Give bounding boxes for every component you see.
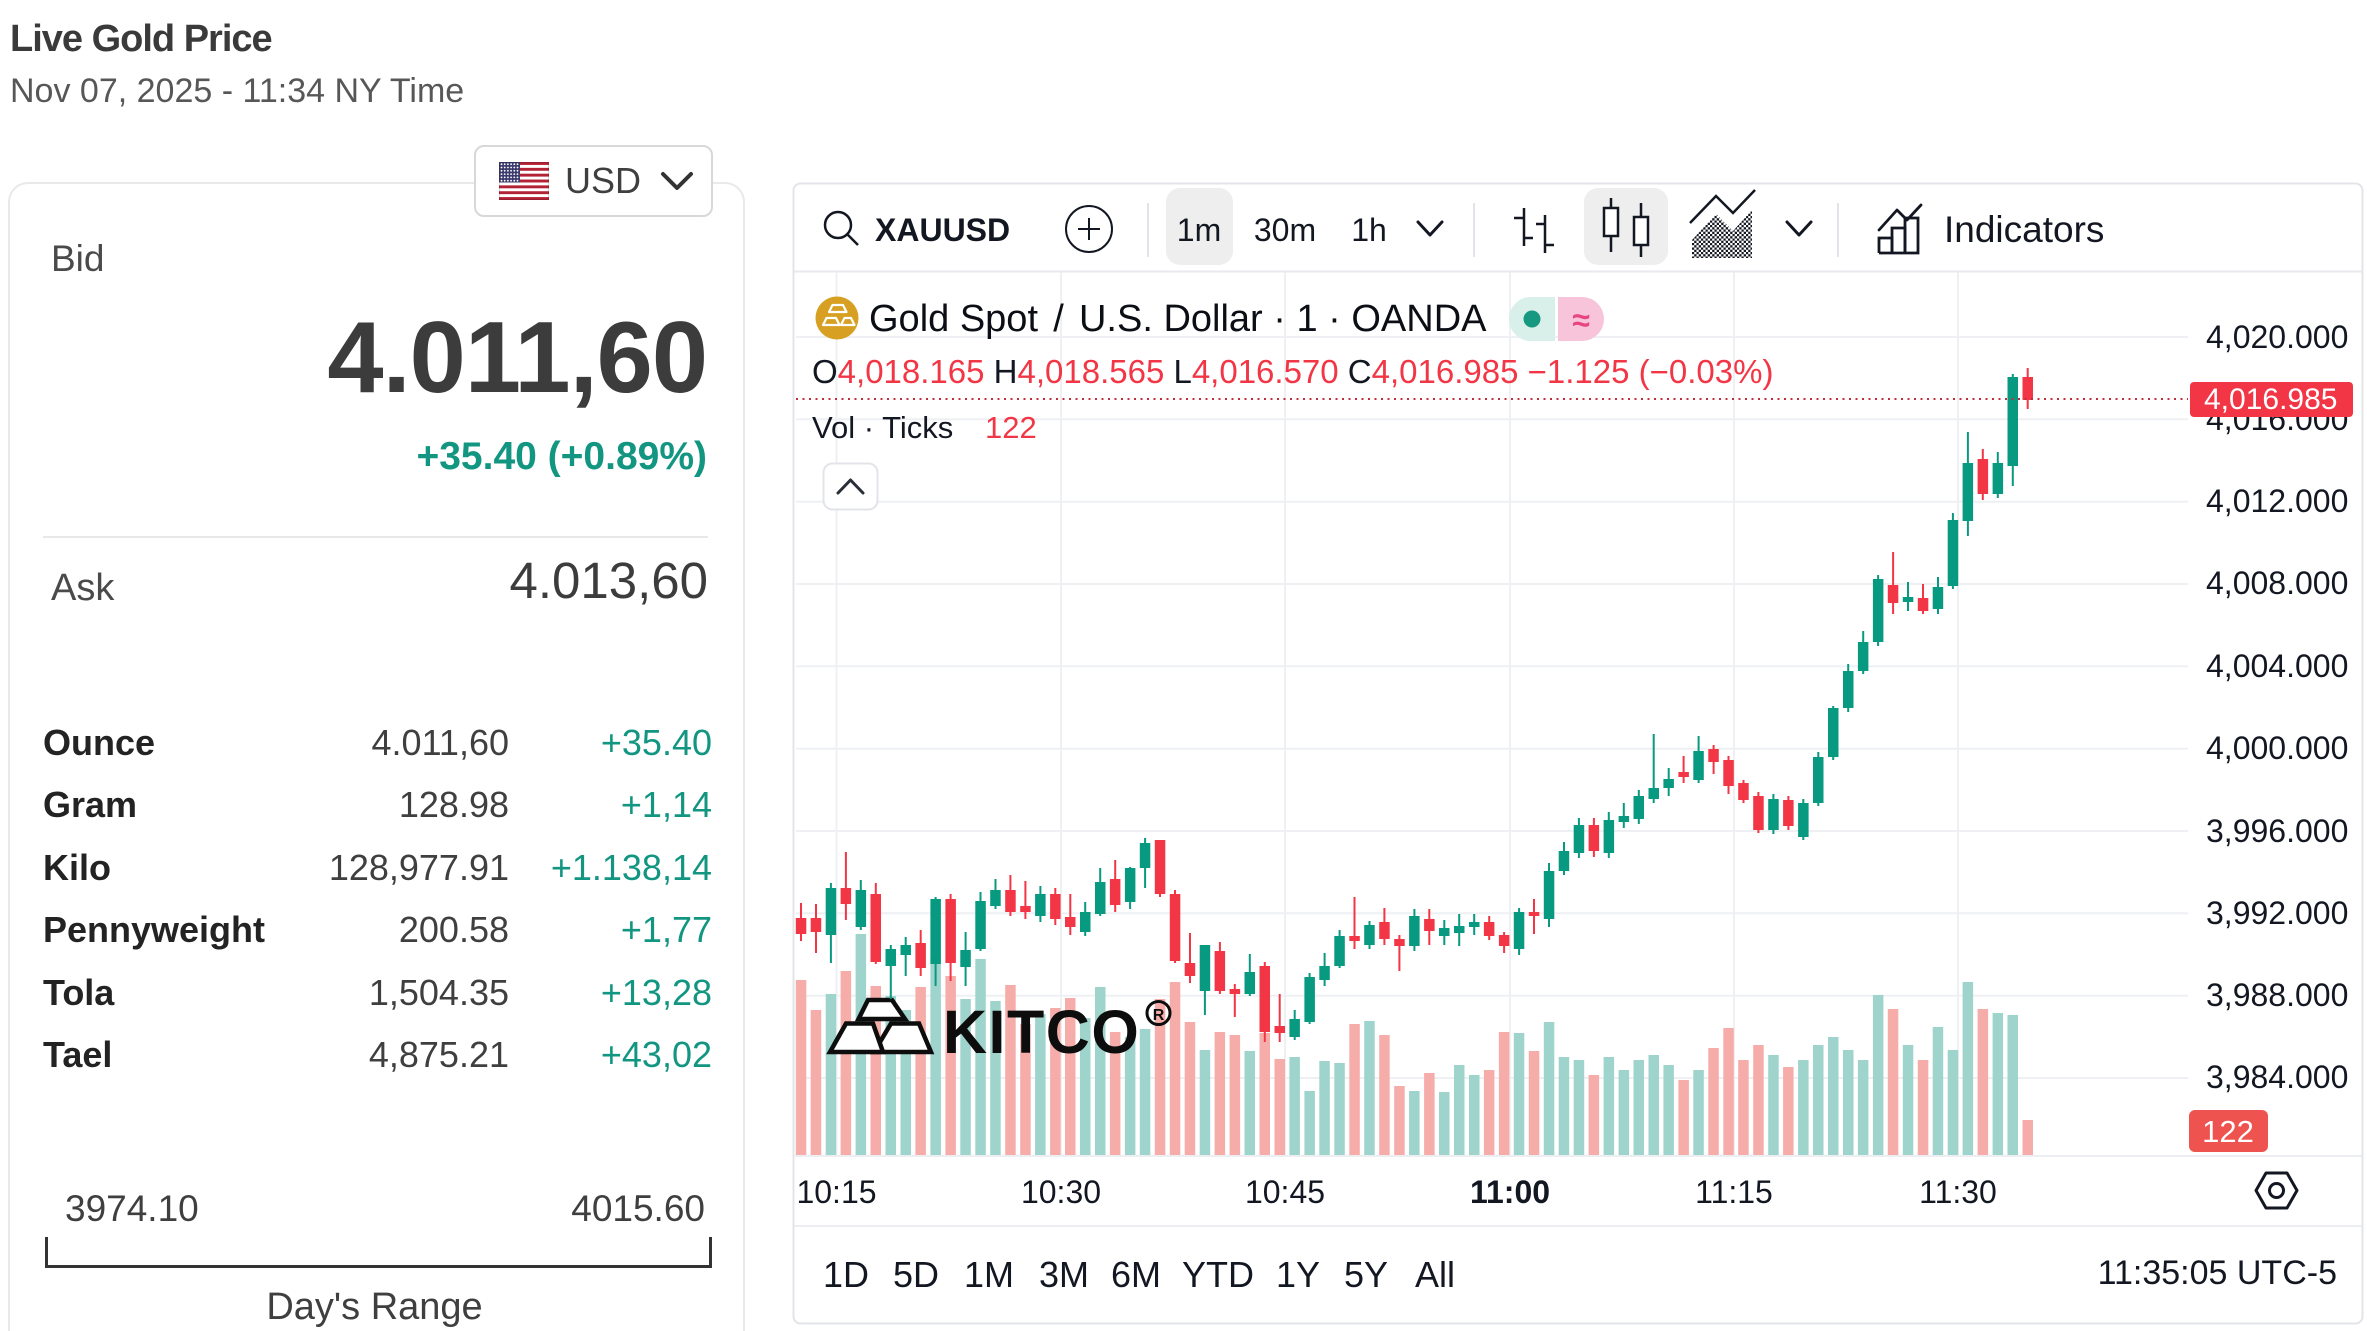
- svg-text:Vol · Ticks: Vol · Ticks: [812, 410, 953, 445]
- svg-text:1m: 1m: [1177, 212, 1221, 248]
- svg-text:4,016.985: 4,016.985: [2204, 383, 2337, 416]
- svg-text:3,996.000: 3,996.000: [2206, 813, 2348, 849]
- svg-text:11:35:05 UTC-5: 11:35:05 UTC-5: [2098, 1254, 2337, 1292]
- svg-text:11:00: 11:00: [1470, 1174, 1550, 1210]
- svg-text:3,984.000: 3,984.000: [2206, 1059, 2348, 1095]
- svg-text:3,988.000: 3,988.000: [2206, 977, 2348, 1013]
- svg-text:11:15: 11:15: [1695, 1174, 1773, 1210]
- svg-text:10:30: 10:30: [1021, 1174, 1101, 1210]
- svg-text:4,012.000: 4,012.000: [2206, 483, 2348, 519]
- svg-text:R: R: [1153, 1007, 1165, 1024]
- svg-text:3M: 3M: [1039, 1254, 1089, 1295]
- svg-text:1Y: 1Y: [1276, 1254, 1320, 1295]
- svg-text:≈: ≈: [1572, 302, 1590, 338]
- svg-text:1M: 1M: [964, 1254, 1014, 1295]
- svg-text:122: 122: [985, 410, 1037, 445]
- svg-text:5D: 5D: [893, 1254, 939, 1295]
- svg-text:4,020.000: 4,020.000: [2206, 319, 2348, 355]
- svg-text:5Y: 5Y: [1344, 1254, 1388, 1295]
- svg-text:11:30: 11:30: [1919, 1174, 1997, 1210]
- svg-text:10:15: 10:15: [796, 1174, 876, 1210]
- svg-text:KITCO: KITCO: [943, 998, 1140, 1066]
- svg-text:Indicators: Indicators: [1944, 209, 2104, 250]
- svg-text:122: 122: [2202, 1114, 2254, 1149]
- svg-text:1D: 1D: [823, 1254, 869, 1295]
- svg-text:6M: 6M: [1111, 1254, 1161, 1295]
- svg-text:3,992.000: 3,992.000: [2206, 895, 2348, 931]
- svg-text:10:45: 10:45: [1245, 1174, 1325, 1210]
- svg-text:1h: 1h: [1351, 212, 1387, 248]
- svg-text:XAUUSD: XAUUSD: [875, 212, 1010, 248]
- svg-text:4,004.000: 4,004.000: [2206, 648, 2348, 684]
- svg-text:4,008.000: 4,008.000: [2206, 565, 2348, 601]
- svg-text:4,000.000: 4,000.000: [2206, 730, 2348, 766]
- svg-text:YTD: YTD: [1182, 1254, 1254, 1295]
- svg-text:Gold Spot / U.S. Dollar · 1: Gold Spot / U.S. Dollar · 1 · OANDA: [869, 298, 1487, 340]
- svg-text:30m: 30m: [1254, 212, 1316, 248]
- svg-text:O4,018.165 H4,018.565 L4,016.5: O4,018.165 H4,018.565 L4,016.570 C4,016.…: [812, 353, 1773, 390]
- svg-text:All: All: [1415, 1254, 1455, 1295]
